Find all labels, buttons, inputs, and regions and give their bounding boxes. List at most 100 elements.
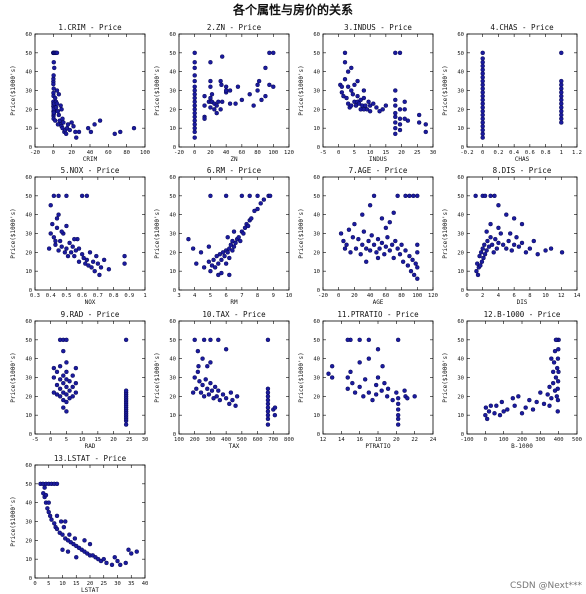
x-tick-label: 10 <box>286 293 293 299</box>
scatter-series <box>480 50 564 140</box>
scatter-point <box>512 403 517 408</box>
scatter-point <box>76 129 82 135</box>
scatter-point <box>227 88 233 93</box>
scatter-point <box>478 250 484 255</box>
scatter-point <box>496 225 501 231</box>
scatter-point <box>271 50 276 56</box>
scatter-point <box>393 114 398 120</box>
scatter-point <box>493 236 498 242</box>
x-tick-label: 1 <box>560 150 563 156</box>
scatter-point <box>413 261 418 266</box>
y-tick-label: 30 <box>457 232 464 238</box>
scatter-point <box>68 250 74 255</box>
scatter-point <box>64 409 69 414</box>
scatter-point <box>258 201 263 206</box>
scatter-point <box>484 416 490 422</box>
scatter-point <box>118 562 123 568</box>
x-tick-label: 25 <box>126 437 133 443</box>
scatter-point <box>361 95 367 101</box>
scatter-point <box>370 397 375 403</box>
scatter-point <box>535 252 540 257</box>
scatter-point <box>190 390 196 395</box>
scatter-point <box>395 193 400 199</box>
scatter-point <box>516 394 521 399</box>
x-tick-label: -5 <box>32 437 39 443</box>
scatter-point <box>405 118 411 123</box>
scatter-point <box>52 95 58 101</box>
scatter-point <box>239 97 245 103</box>
scatter-point <box>548 246 554 251</box>
scatter-point <box>559 120 564 125</box>
scatter-point <box>54 481 60 487</box>
scatter-point <box>228 390 234 395</box>
scatter-point <box>496 240 501 246</box>
y-tick-label: 30 <box>25 232 32 238</box>
scatter-point <box>208 78 213 84</box>
scatter-point <box>64 193 69 199</box>
x-tick-label: 4 <box>497 293 501 299</box>
scatter-point <box>519 411 525 416</box>
y-tick-label: 50 <box>457 51 464 57</box>
scatter-point <box>51 193 57 199</box>
scatter-point <box>241 231 246 236</box>
scatter-point <box>82 538 87 543</box>
scatter-point <box>265 397 271 403</box>
scatter-point <box>483 412 488 418</box>
scatter-point <box>379 216 385 221</box>
scatter-point <box>511 242 517 248</box>
scatter-point <box>516 244 522 249</box>
scatter-point <box>480 60 485 65</box>
scatter-point <box>480 90 485 95</box>
scatter-point <box>554 394 560 399</box>
y-tick-label: 50 <box>25 51 32 57</box>
scatter-point <box>233 101 238 106</box>
scatter-point <box>63 519 68 524</box>
scatter-point <box>485 238 490 244</box>
scatter-point <box>265 422 271 427</box>
scatter-point <box>64 369 69 375</box>
scatter-point <box>61 524 67 530</box>
x-tick-label: 15 <box>73 581 80 587</box>
scatter-point <box>67 240 72 246</box>
scatter-point <box>192 65 197 71</box>
scatter-point <box>361 88 367 93</box>
scatter-point <box>217 252 223 257</box>
scatter-point <box>263 93 268 99</box>
scatter-point <box>480 127 485 133</box>
scatter-point <box>345 101 351 106</box>
scatter-point <box>57 364 63 369</box>
scatter-point <box>201 265 207 270</box>
x-tick-label: 0 <box>337 150 340 156</box>
y-tick-label: 20 <box>313 250 320 256</box>
scatter-point <box>506 238 511 244</box>
scatter-point <box>85 125 91 131</box>
scatter-point <box>342 60 348 65</box>
scatter-point <box>341 238 346 244</box>
scatter-point <box>538 390 543 395</box>
y-tick-label: 0 <box>317 288 320 294</box>
scatter-point <box>51 86 56 91</box>
scatter-point <box>361 229 367 234</box>
y-axis-label: Price($1000's) <box>10 352 17 403</box>
x-tick-label: 0.8 <box>109 293 119 299</box>
y-tick-label: 60 <box>25 175 32 181</box>
scatter-point <box>192 95 197 101</box>
x-tick-label: -20 <box>318 293 328 299</box>
scatter-point <box>384 394 390 399</box>
scatter-point <box>72 253 77 259</box>
scatter-series <box>186 193 273 278</box>
x-tick-label: 25 <box>100 581 107 587</box>
scatter-point <box>192 60 197 65</box>
scatter-point <box>402 99 407 105</box>
x-tick-label: -5 <box>320 150 327 156</box>
scatter-point <box>496 203 501 208</box>
scatter-point <box>395 412 401 418</box>
scatter-point <box>377 246 382 251</box>
scatter-point <box>265 416 271 422</box>
scatter-point <box>480 78 485 84</box>
scatter-point <box>366 238 371 244</box>
scatter-point <box>338 231 344 236</box>
y-tick-label: 20 <box>457 250 464 256</box>
scatter-point <box>547 403 552 408</box>
x-tick-label: 500 <box>237 437 247 443</box>
